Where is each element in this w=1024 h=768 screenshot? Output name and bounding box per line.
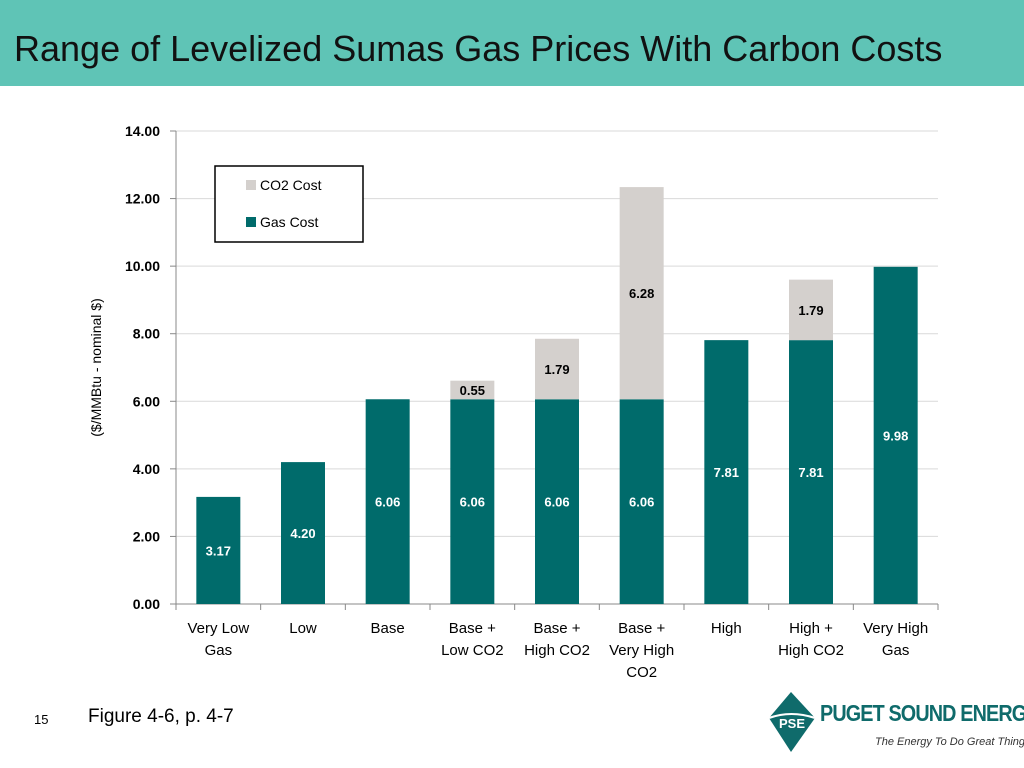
legend-box (214, 165, 364, 243)
co2-data-label: 0.55 (460, 383, 485, 398)
legend-swatch (246, 217, 256, 227)
bar-gas-cost (196, 496, 241, 604)
y-tick-label: 12.00 (125, 191, 160, 207)
x-category-label-line: Base + (533, 620, 581, 637)
logo-name: PUGET SOUND ENERGY (820, 700, 1024, 726)
y-tick-label: 0.00 (133, 596, 160, 612)
bar-co2-cost (450, 380, 495, 400)
x-category-label-line: Very High (609, 642, 675, 659)
bar-co2-cost (535, 338, 579, 400)
x-category-label-line: High CO2 (524, 642, 590, 659)
co2-data-label: 1.79 (798, 303, 823, 318)
x-category-label-line: CO2 (626, 664, 658, 681)
bar-gas-cost (535, 399, 579, 604)
gas-data-label: 6.06 (544, 495, 569, 510)
x-category-label-line: Very Low (187, 620, 250, 637)
logo-mark-text: PSE (779, 716, 805, 731)
y-tick-label: 2.00 (133, 528, 160, 544)
x-category-label: Base + Very High CO2 (597, 618, 687, 684)
x-category-label-line: Low CO2 (441, 642, 504, 659)
y-tick-label: 4.00 (133, 461, 160, 477)
y-tick-label: 8.00 (133, 326, 160, 342)
x-category-label: High (681, 618, 771, 640)
gas-data-label: 4.20 (290, 526, 315, 541)
gas-data-label: 7.81 (714, 465, 739, 480)
y-tick-label: 14.00 (125, 123, 160, 139)
gas-data-label: 9.98 (883, 428, 908, 443)
x-category-label: Base (343, 618, 433, 640)
bar-co2-cost (619, 187, 664, 400)
bar-gas-cost (704, 340, 749, 604)
bar-gas-cost (450, 399, 495, 604)
x-category-label-line: Gas (881, 642, 910, 659)
x-category-label-line: Low (289, 620, 317, 637)
company-logo: PSE PUGET SOUND ENERGY The Energy To Do … (765, 688, 1024, 760)
pse-diamond-icon: PSE (768, 692, 816, 752)
bar-gas-cost (619, 399, 664, 604)
x-category-label: High + High CO2 (766, 618, 856, 662)
x-category-label-line: High (710, 620, 742, 637)
x-category-label-line: Base + (448, 620, 496, 637)
legend-entry-label: CO2 Cost (260, 177, 322, 193)
gas-data-label: 6.06 (460, 495, 485, 510)
gas-data-label: 7.81 (798, 465, 823, 480)
co2-data-label: 6.28 (629, 286, 654, 301)
gas-data-label: 3.17 (206, 543, 231, 558)
x-category-label: Base + High CO2 (512, 618, 602, 662)
x-category-label: Very Low Gas (173, 618, 263, 662)
y-axis-label: ($/MMBtu - nominal $) (88, 298, 104, 436)
x-category-label: Low (258, 618, 348, 640)
slide-title: Range of Levelized Sumas Gas Prices With… (14, 28, 943, 69)
bar-gas-cost (365, 399, 410, 604)
bar-gas-cost (873, 266, 918, 604)
x-category-label: Base + Low CO2 (427, 618, 517, 662)
y-tick-label: 10.00 (125, 258, 160, 274)
x-category-label-line: High + (789, 620, 833, 637)
x-category-label-line: High CO2 (778, 642, 844, 659)
logo-tagline: The Energy To Do Great Things (875, 736, 1024, 748)
x-category-label-line: Base + (618, 620, 666, 637)
x-category-label-line: Gas (204, 642, 233, 659)
bar-co2-cost (789, 279, 833, 341)
bar-gas-cost (789, 340, 833, 604)
title-band: Range of Levelized Sumas Gas Prices With… (0, 0, 1024, 86)
x-category-label-line: Base (370, 620, 405, 637)
slide-number: 15 (34, 712, 49, 727)
gas-data-label: 6.06 (629, 495, 654, 510)
figure-caption: Figure 4-6, p. 4-7 (88, 706, 234, 727)
co2-data-label: 1.79 (544, 362, 569, 377)
y-tick-label: 6.00 (133, 393, 160, 409)
gas-data-label: 6.06 (375, 495, 400, 510)
legend-swatch (246, 180, 256, 190)
x-category-label-line: Very High (863, 620, 929, 637)
bar-chart: 0.00 2.00 4.00 6.00 8.00 10.00 12.00 14.00 ($/MM… (88, 123, 939, 612)
bar-gas-cost (281, 462, 325, 604)
x-category-label: Very High Gas (851, 618, 941, 662)
legend-entry-label: Gas Cost (260, 214, 318, 230)
